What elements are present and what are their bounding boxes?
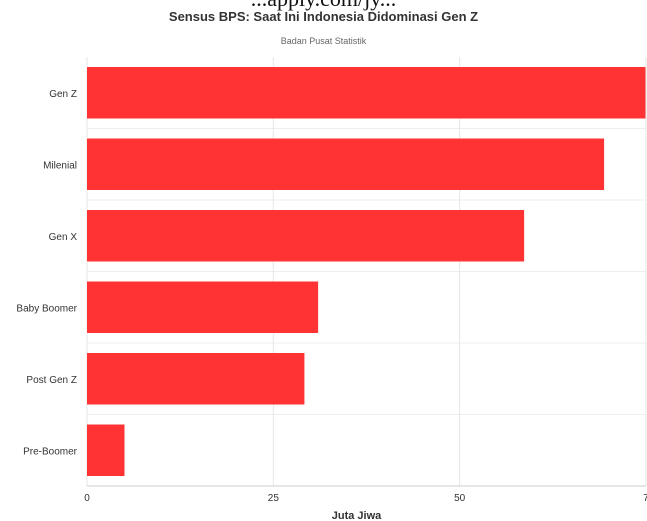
chart-subtitle: Badan Pusat Statistik bbox=[280, 36, 367, 46]
category-label: Gen Z bbox=[49, 89, 77, 100]
bar bbox=[87, 210, 525, 262]
x-tick-label: 50 bbox=[454, 493, 466, 504]
gridlines bbox=[86, 57, 647, 487]
x-tick-label: 25 bbox=[268, 493, 280, 504]
bar bbox=[87, 138, 605, 190]
chart-title: Sensus BPS: Saat Ini Indonesia Didominas… bbox=[168, 9, 479, 24]
category-label: Post Gen Z bbox=[26, 375, 77, 386]
x-axis-title: Juta Jiwa bbox=[332, 510, 382, 521]
top-fragment-text: ...apply.com/jy... bbox=[0, 0, 647, 12]
category-labels: Gen Z Milenial Gen X Baby Boomer Post Gen Z P… bbox=[16, 89, 77, 458]
category-label: Gen X bbox=[49, 232, 78, 243]
category-label: Milenial bbox=[43, 160, 77, 171]
bar bbox=[87, 424, 125, 476]
bar bbox=[87, 353, 305, 405]
category-label: Pre-Boomer bbox=[23, 446, 78, 457]
bars bbox=[87, 67, 646, 476]
bar bbox=[87, 67, 646, 119]
x-axis-ticks: 0 25 50 7 bbox=[84, 493, 647, 504]
bar bbox=[87, 281, 319, 333]
x-tick-label: 0 bbox=[84, 493, 90, 504]
category-label: Baby Boomer bbox=[16, 303, 77, 314]
x-tick-label: 7 bbox=[643, 493, 647, 504]
